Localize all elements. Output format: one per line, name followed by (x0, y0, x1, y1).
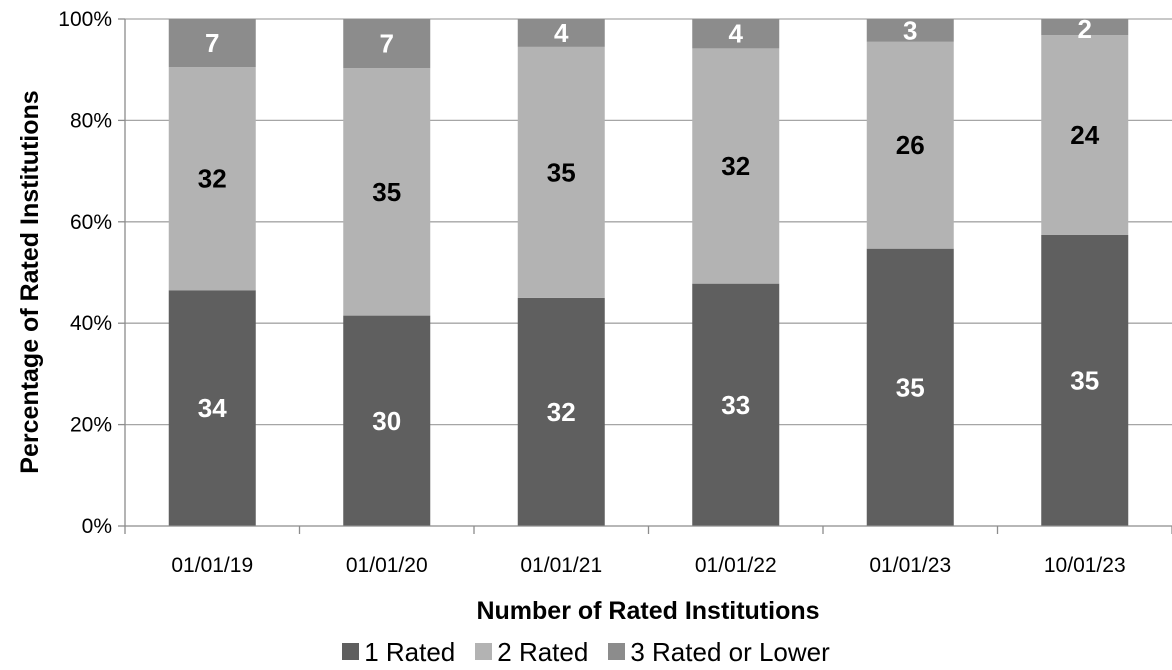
bar-segment-3-rated-or-lower (866, 19, 954, 42)
y-tick-label: 0% (82, 515, 112, 538)
data-label: 32 (721, 151, 750, 181)
y-tick-label: 40% (70, 312, 112, 335)
bar-segment-2-rated (517, 46, 605, 298)
data-label: 34 (198, 393, 227, 423)
y-tick-label: 60% (70, 211, 112, 234)
data-label: 30 (372, 406, 401, 436)
stacked-bar-chart: 0%20%40%60%80%100% 343273035732354333243… (16, 8, 1172, 625)
y-axis-title: Percentage of Rated Institutions (16, 90, 44, 473)
x-tick-label: 01/01/19 (171, 554, 253, 577)
bar-segment-1-rated (1041, 234, 1129, 526)
data-label: 4 (554, 18, 569, 48)
bar-segment-1-rated (517, 297, 605, 526)
data-label: 35 (1070, 365, 1099, 395)
bar-segment-1-rated (343, 315, 431, 526)
x-tick-label: 01/01/22 (695, 554, 777, 577)
legend-swatch (608, 643, 626, 660)
bar-segment-1-rated (168, 290, 256, 526)
bar-segment-2-rated (692, 48, 780, 284)
x-tick-label: 01/01/20 (346, 554, 428, 577)
legend-label: 1 Rated (364, 637, 456, 667)
bar-segment-2-rated (1041, 35, 1129, 235)
bar-segment-1-rated (692, 283, 780, 526)
bar-segment-3-rated-or-lower (343, 19, 431, 69)
data-label: 35 (896, 372, 925, 402)
legend-swatch (475, 643, 493, 660)
bar-segment-3-rated-or-lower (168, 19, 256, 68)
data-label: 32 (198, 164, 227, 194)
data-label: 4 (729, 19, 744, 49)
x-axis: 01/01/19 01/01/20 01/01/21 01/01/22 01/01/23… (124, 525, 1172, 577)
bar-segment-1-rated (866, 248, 954, 526)
bar-stack: 34 32 7 (168, 19, 256, 526)
data-label: 33 (721, 390, 750, 420)
legend-item: 3 Rated or Lower (608, 637, 830, 668)
bar-stack: 35 26 3 (866, 15, 954, 526)
bar-segment-3-rated-or-lower (517, 19, 605, 47)
legend-item: 1 Rated (342, 637, 455, 668)
data-label: 3 (903, 15, 917, 45)
y-axis: 0% 20% 40% 60% 80% 100% (58, 8, 126, 538)
data-label: 32 (547, 397, 576, 427)
bar-segment-2-rated (168, 67, 256, 291)
legend: 1 Rated 2 Rated 3 Rated or Lower (0, 637, 1172, 668)
y-tick-label: 80% (70, 109, 112, 132)
data-label: 35 (547, 157, 576, 187)
data-label: 35 (372, 177, 401, 207)
bar-segment-2-rated (343, 68, 431, 316)
bar-stack: 32 35 4 (517, 18, 605, 526)
y-tick-label: 100% (58, 8, 112, 31)
x-tick-label: 01/01/23 (869, 554, 951, 577)
y-tick-label: 20% (70, 414, 112, 437)
bar-segment-3-rated-or-lower (692, 19, 780, 49)
x-axis-title: Number of Rated Institutions (476, 597, 819, 625)
x-tick-label: 10/01/23 (1044, 554, 1126, 577)
legend-item: 2 Rated (475, 637, 588, 668)
x-tick-label: 01/01/21 (520, 554, 602, 577)
bar-segment-2-rated (866, 41, 954, 249)
data-label: 7 (205, 28, 219, 58)
bar-segment-3-rated-or-lower (1041, 19, 1129, 36)
data-label: 2 (1078, 14, 1092, 44)
bar-stack: 35 24 2 (1041, 14, 1129, 526)
legend-label: 2 Rated (497, 637, 589, 667)
bar-stack: 30 35 7 (343, 19, 431, 526)
data-label: 26 (896, 130, 925, 160)
data-label: 24 (1070, 120, 1099, 150)
bars: 34 32 7 30 35 7 32 35 4 33 32 4 35 26 3 35 24 2 (168, 14, 1129, 526)
bar-stack: 33 32 4 (692, 19, 780, 526)
legend-swatch (342, 643, 360, 660)
data-label: 7 (380, 29, 394, 59)
legend-label: 3 Rated or Lower (630, 637, 830, 667)
gridlines (125, 18, 1172, 426)
